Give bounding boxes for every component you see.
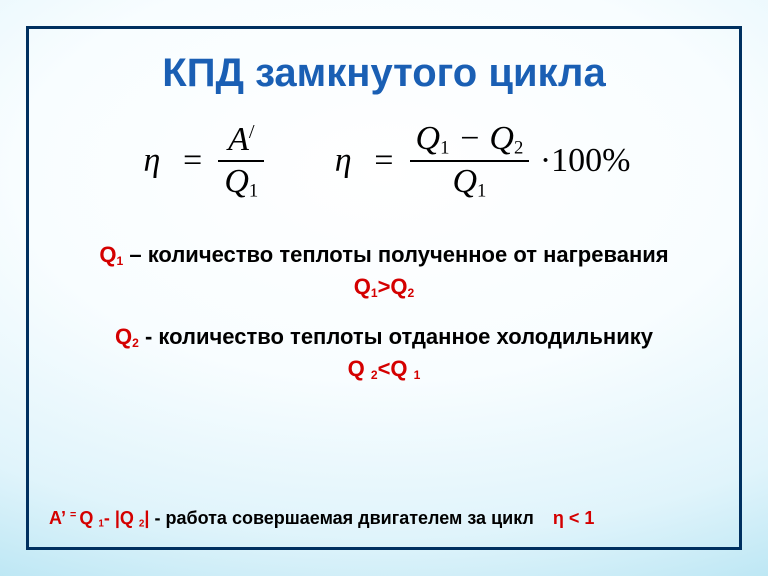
den2-base: Q — [452, 163, 477, 200]
equals-sign-2: = — [366, 142, 401, 180]
slide-frame: КПД замкнутого цикла η = A/ Q1 η = Q1 − — [26, 26, 742, 550]
q2-var: Q2 — [115, 324, 139, 349]
formula-eta-a-over-q1: η = A/ Q1 — [138, 122, 265, 201]
eta-less-than-one: η < 1 — [539, 508, 595, 528]
q2-dash: - — [139, 324, 159, 349]
eta-symbol: η — [138, 142, 167, 180]
q2-definition: Q2 - количество теплоты отданное холодил… — [49, 321, 719, 385]
num2-minus: − — [458, 120, 481, 157]
equals-sign: = — [175, 142, 210, 180]
times-100-percent: ·100% — [538, 142, 631, 180]
denominator-1: Q1 — [218, 162, 264, 201]
num2-a-base: Q — [416, 120, 441, 157]
fraction-2: Q1 − Q2 Q1 — [410, 121, 530, 202]
formula-eta-q1-q2: η = Q1 − Q2 Q1 ·100% — [329, 121, 631, 202]
definitions-block: Q1 – количество теплоты полученное от на… — [49, 239, 719, 403]
den1-base: Q — [224, 163, 249, 200]
num1-sup: / — [249, 121, 255, 143]
page-title: КПД замкнутого цикла — [29, 51, 739, 96]
denominator-2: Q1 — [410, 162, 530, 201]
q2-inequality: Q 2<Q 1 — [348, 356, 421, 381]
den1-sub: 1 — [249, 180, 258, 201]
q1-inequality: Q1>Q2 — [354, 274, 415, 299]
eta-symbol-2: η — [329, 142, 358, 180]
q1-var: Q1 — [99, 242, 123, 267]
q1-definition: Q1 – количество теплоты полученное от на… — [49, 239, 719, 303]
formula-row: η = A/ Q1 η = Q1 − Q2 Q — [29, 121, 739, 202]
q2-desc: количество теплоты отданное холодильнику — [158, 324, 653, 349]
num2-a-sub: 1 — [440, 138, 449, 159]
work-formula: A’ = Q 1- |Q 2| — [49, 508, 154, 528]
fraction-1: A/ Q1 — [218, 122, 264, 201]
num2-b-sub: 2 — [514, 138, 523, 159]
numerator-2: Q1 − Q2 — [410, 121, 530, 162]
work-definition-line: A’ = Q 1- |Q 2| - работа совершаемая дви… — [49, 508, 719, 529]
q1-desc: количество теплоты полученное от нагрева… — [148, 242, 669, 267]
numerator-1: A/ — [218, 122, 264, 162]
work-desc: - работа совершаемая двигателем за цикл — [154, 508, 533, 528]
num1-base: A — [228, 121, 249, 158]
q1-dash: – — [123, 242, 147, 267]
den2-sub: 1 — [477, 181, 486, 202]
num2-b-base: Q — [489, 120, 514, 157]
